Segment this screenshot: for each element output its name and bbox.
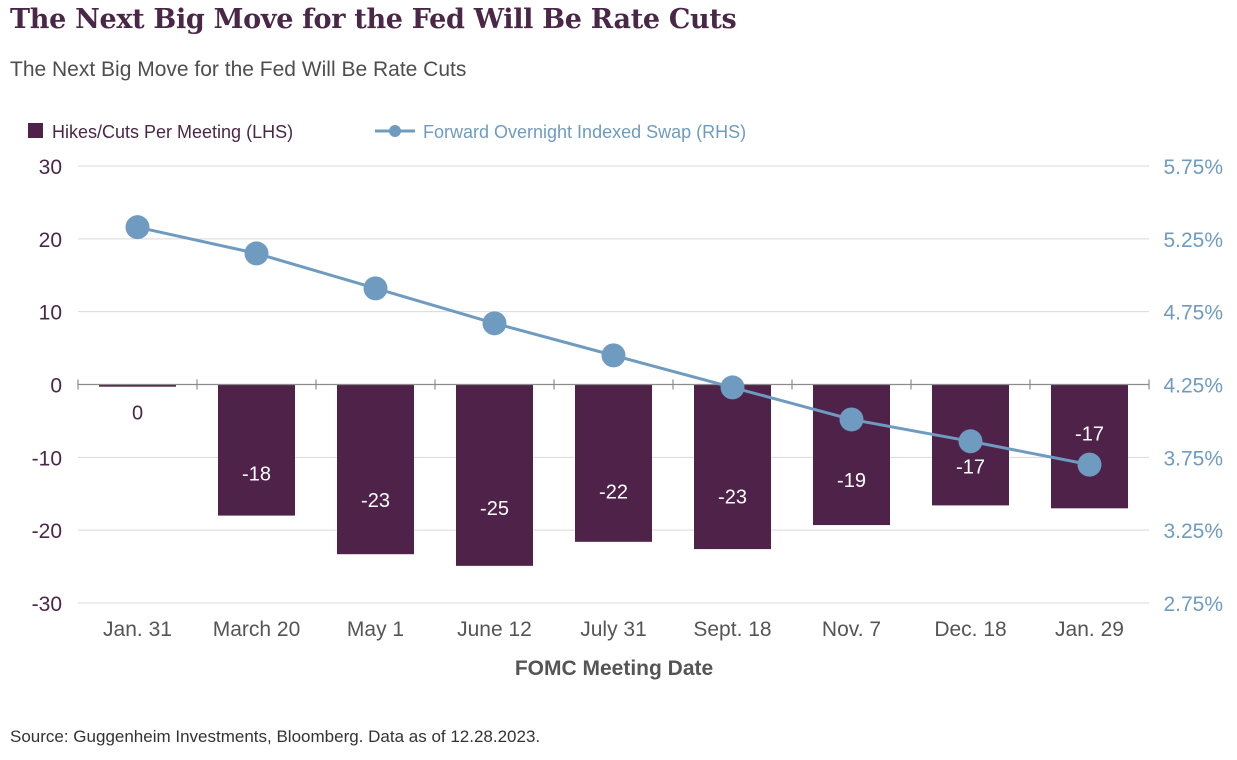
x-tick-label: May 1 [347,618,404,641]
chart-subtitle: The Next Big Move for the Fed Will Be Ra… [10,58,467,81]
source-note: Source: Guggenheim Investments, Bloomber… [10,727,541,746]
bar-data-label: -23 [718,486,747,508]
axes: 30 20 10 0 -10 -20 -30 5.75% 5.25% 4.75% 4.25% 3.75… [32,156,1223,680]
swap-point [244,241,269,266]
swap-point [125,215,150,240]
bar-data-label: -22 [599,481,628,503]
legend-swatch-bars [28,123,43,138]
y-tick-label-right: 3.75% [1163,447,1223,470]
legend: Hikes/Cuts Per Meeting (LHS) Forward Over… [28,122,746,142]
swap-point [363,276,388,301]
swap-point [958,429,983,454]
y-tick-label-left: 10 [39,302,62,325]
bar-data-label: -17 [1075,424,1104,446]
bar-data-label: 0 [132,403,143,425]
legend-label-line: Forward Overnight Indexed Swap (RHS) [423,122,746,142]
chart: 30 20 10 0 -10 -20 -30 5.75% 5.25% 4.75% 4.25% 3.75… [28,122,1223,680]
y-tick-label-right: 4.75% [1163,302,1223,325]
x-tick-label: March 20 [213,618,301,641]
y-tick-label-left: 0 [50,375,62,398]
y-tick-label-right: 3.25% [1163,520,1223,543]
y-tick-label-right: 2.75% [1163,593,1223,616]
x-axis-title: FOMC Meeting Date [515,657,713,680]
y-tick-label-right: 5.75% [1163,156,1223,179]
swap-point [482,311,507,336]
x-tick-label: Jan. 29 [1055,618,1124,641]
bar-data-label: -18 [242,464,271,486]
bar [694,384,771,550]
x-tick-label: Jan. 31 [103,618,172,641]
x-tick-label: June 12 [457,618,532,641]
x-tick-label: July 31 [580,618,647,641]
bar-series [99,384,1128,566]
swap-point [839,407,864,432]
bar [218,384,295,516]
legend-swatch-marker [389,125,401,137]
swap-point [720,375,745,400]
y-tick-label-left: -20 [32,520,62,543]
swap-point [1077,452,1102,477]
bar-data-label: -19 [837,470,866,492]
bar-data-label: -23 [361,490,390,512]
bar [99,384,176,387]
bar [575,384,652,542]
bar [456,384,533,566]
x-tick-label: Dec. 18 [934,618,1006,641]
x-tick-label: Nov. 7 [822,618,881,641]
y-tick-label-left: 20 [39,229,62,252]
data-labels: 0 -18 -23 -25 -22 -23 -19 -17 -17 [132,403,1104,520]
bar-data-label: -25 [480,498,509,520]
y-tick-label-left: -30 [32,593,62,616]
chart-title: The Next Big Move for the Fed Will Be Ra… [10,4,737,35]
legend-label-bars: Hikes/Cuts Per Meeting (LHS) [52,122,293,142]
bar [813,384,890,526]
y-tick-label-left: 30 [39,156,62,179]
bar [1051,384,1128,509]
y-tick-label-left: -10 [32,447,62,470]
bar-data-label: -17 [956,457,985,479]
swap-point [601,343,626,368]
y-tick-label-right: 4.25% [1163,375,1223,398]
x-tick-label: Sept. 18 [693,618,771,641]
line-series [125,215,1102,477]
y-tick-label-right: 5.25% [1163,229,1223,252]
bar [337,384,414,555]
